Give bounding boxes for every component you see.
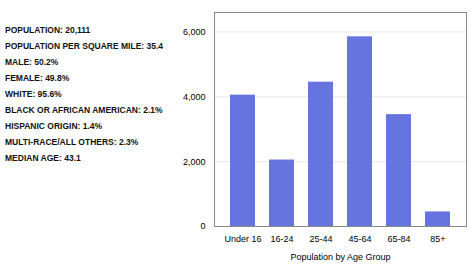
- html-text:BLACK OR AFRICAN AMERICAN: 2.1: BLACK OR AFRICAN AMERICAN: 2.1%: [5, 105, 163, 115]
- svg-text:6,000: 6,000: [183, 27, 206, 37]
- html-text:POPULATION: 20,111: POPULATION: 20,111: [5, 25, 91, 35]
- svg-text:65-84: 65-84: [387, 234, 410, 244]
- svg-text:Population by Age Group: Population by Age Group: [290, 252, 390, 262]
- html-text:WHITE: 95.6%: WHITE: 95.6%: [5, 89, 62, 99]
- svg-text:16-24: 16-24: [270, 234, 293, 244]
- html-text:FEMALE: 49.8%: FEMALE: 49.8%: [5, 73, 70, 83]
- svg-text:Under 16: Under 16: [224, 234, 261, 244]
- html-text:HISPANIC ORIGIN: 1.4%: HISPANIC ORIGIN: 1.4%: [5, 121, 103, 131]
- svg-text:2,000: 2,000: [183, 157, 206, 167]
- svg-text:85+: 85+: [430, 234, 445, 244]
- html-text:MULTI-RACE/ALL OTHERS: 2.3%: MULTI-RACE/ALL OTHERS: 2.3%: [5, 137, 139, 147]
- html-text:MEDIAN AGE: 43.1: MEDIAN AGE: 43.1: [5, 153, 81, 163]
- svg-text:45-64: 45-64: [348, 234, 371, 244]
- html-text:POPULATION PER SQUARE MILE: 35: POPULATION PER SQUARE MILE: 35.4: [5, 41, 164, 51]
- svg-text:0: 0: [200, 221, 205, 231]
- svg-text:4,000: 4,000: [183, 92, 206, 102]
- svg-text:25-44: 25-44: [309, 234, 332, 244]
- html-text:MALE: 50.2%: MALE: 50.2%: [5, 57, 59, 67]
